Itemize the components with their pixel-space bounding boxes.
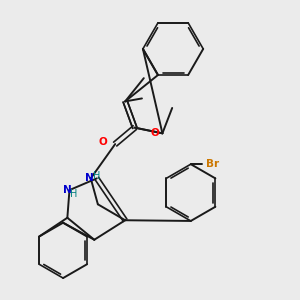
Text: N: N <box>85 173 93 183</box>
Text: N: N <box>63 185 72 195</box>
Text: H: H <box>70 189 77 199</box>
Text: H: H <box>94 171 101 181</box>
Text: O: O <box>98 137 107 147</box>
Text: O: O <box>150 128 159 138</box>
Text: Br: Br <box>206 159 220 169</box>
